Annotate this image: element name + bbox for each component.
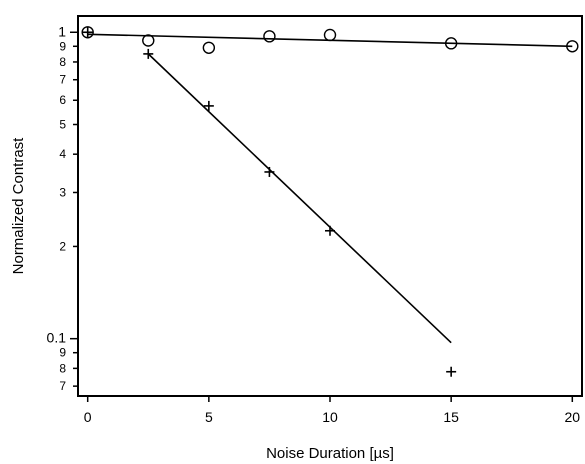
y-tick-label: 4 (59, 147, 66, 161)
x-tick-label: 20 (565, 409, 581, 425)
circle-point (444, 37, 458, 50)
circle-point (263, 30, 276, 43)
x-axis-label: Noise Duration [µs] (266, 445, 394, 462)
y-tick-label: 5 (59, 118, 66, 132)
x-tick-label: 15 (443, 409, 459, 425)
circle-point (323, 28, 337, 42)
plus-point (143, 48, 154, 59)
data-points (81, 26, 579, 377)
circle-point (142, 34, 155, 47)
y-tick-label: 8 (59, 361, 66, 375)
plus-point (203, 100, 214, 111)
x-tick-label: 0 (84, 409, 92, 425)
y-axis-label: Normalized Contrast (10, 137, 27, 275)
plus-point (446, 366, 457, 377)
y-tick-label: 6 (59, 93, 66, 107)
y-tick-label: 7 (59, 73, 66, 87)
y-tick-label: 3 (59, 185, 66, 199)
fit-line-plus (147, 53, 452, 344)
y-tick-label: 8 (59, 55, 66, 69)
plot-frame (77, 15, 583, 397)
y-tick-label: 9 (59, 39, 66, 53)
plus-point (82, 27, 93, 38)
y-tick-label: 0.1 (47, 330, 67, 346)
y-tick-label: 1 (58, 23, 66, 39)
x-tick-label: 5 (205, 409, 213, 425)
y-tick-label: 2 (59, 239, 66, 253)
plus-point (264, 166, 275, 177)
y-tick-label: 9 (59, 346, 66, 360)
x-tick-label: 10 (322, 409, 338, 425)
circle-point (202, 41, 216, 54)
circle-point (81, 26, 94, 39)
circle-point (566, 40, 579, 53)
y-tick-label: 7 (59, 379, 66, 393)
fit-lines (87, 33, 573, 344)
plus-point (325, 225, 335, 236)
